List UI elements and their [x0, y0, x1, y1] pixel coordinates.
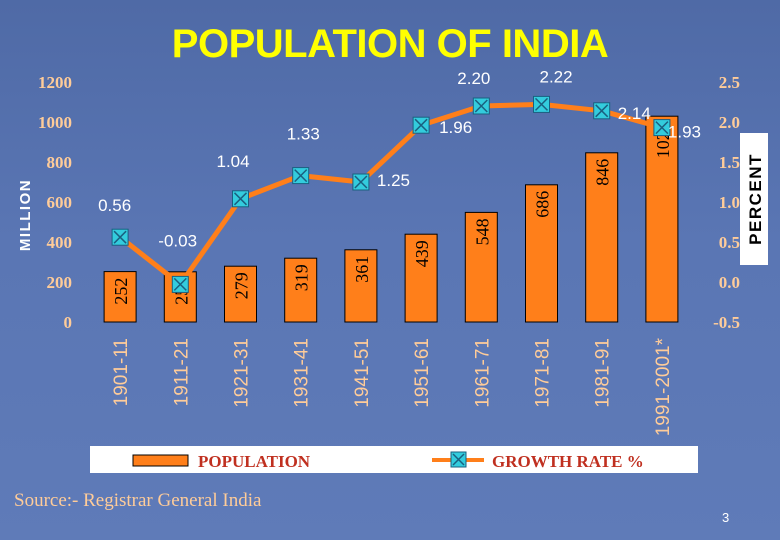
- left-tick-label: 200: [47, 273, 73, 292]
- left-axis-ticks: 0 200 400 600 800 1000 1200: [38, 73, 72, 332]
- x-axis-label: 1931-41: [292, 338, 313, 408]
- growth-rate-label: 1.96: [439, 118, 472, 137]
- population-bar: [344, 249, 378, 323]
- right-axis-ticks: -0.5 0.0 0.5 1.0 1.5 2.0 2.5: [713, 73, 740, 332]
- growth-rate-marker: [412, 116, 430, 134]
- x-axis-label: 1961-71: [472, 338, 493, 408]
- right-tick-label: 1.5: [719, 153, 740, 172]
- growth-rate-marker: [593, 102, 611, 120]
- growth-rate-label: 1.93: [668, 123, 701, 142]
- growth-rate-marker-cross: [474, 99, 488, 113]
- growth-rate-markers: [111, 95, 671, 293]
- growth-rate-marker: [653, 119, 671, 137]
- legend-population-swatch: [132, 454, 189, 467]
- population-bar: [224, 265, 257, 323]
- growth-rate-marker-cross: [414, 118, 428, 132]
- growth-rate-marker: [533, 95, 550, 113]
- right-tick-label: 1.0: [719, 193, 740, 212]
- left-tick-label: 1000: [38, 113, 72, 132]
- population-bar-label: 319: [292, 264, 312, 291]
- growth-rate-line: [118, 101, 663, 287]
- growth-rate-marker: [111, 228, 129, 246]
- population-bar-label: 439: [412, 240, 432, 267]
- slide-title: POPULATION OF INDIA: [171, 22, 609, 66]
- population-bar-label: 252: [111, 278, 131, 305]
- population-bar: [645, 115, 679, 323]
- left-tick-label: 1200: [38, 73, 72, 92]
- x-axis-label: 1971-81: [533, 338, 554, 408]
- growth-rate-marker: [171, 275, 189, 293]
- growth-rate-marker-cross: [655, 121, 669, 135]
- growth-rate-marker: [472, 97, 490, 115]
- legend-population-label: POPULATION: [198, 452, 311, 471]
- legend-growth-marker: [450, 451, 467, 468]
- right-tick-label: 2.0: [719, 113, 740, 132]
- growth-rate-label: 1.33: [287, 125, 320, 144]
- growth-rate-marker-cross: [354, 175, 368, 189]
- population-bar: [464, 211, 498, 323]
- growth-rate-marker-cross: [173, 277, 187, 291]
- left-tick-label: 400: [47, 233, 73, 252]
- population-bar: [284, 257, 318, 323]
- growth-rate-label: 0.56: [98, 196, 131, 215]
- right-tick-label: 0.5: [719, 233, 740, 252]
- growth-rate-label: 2.22: [540, 67, 573, 86]
- growth-rate-label: 1.04: [217, 152, 250, 171]
- right-axis-title: PERCENT: [746, 153, 765, 245]
- left-tick-label: 600: [47, 193, 73, 212]
- growth-rate-labels: 0.56 -0.03 1.04 1.33 1.25 1.96 2.20 2.22 2.14 1.9…: [98, 67, 701, 250]
- growth-rate-marker-cross: [595, 104, 609, 118]
- right-tick-label: -0.5: [713, 313, 740, 332]
- left-tick-label: 0: [64, 313, 73, 332]
- population-bar: [525, 184, 558, 323]
- growth-rate-marker-cross: [233, 192, 248, 206]
- left-tick-label: 800: [47, 153, 73, 172]
- growth-rate-label: -0.03: [158, 231, 197, 250]
- right-axis-title-box: [740, 133, 768, 265]
- legend-box: [90, 446, 698, 473]
- growth-rate-marker: [292, 167, 310, 185]
- population-bar-label: 279: [232, 272, 252, 299]
- growth-rate-label: 2.14: [618, 104, 651, 123]
- x-axis-label: 1921-31: [232, 338, 253, 408]
- growth-rate-line-group: [118, 101, 663, 287]
- growth-rate-marker: [352, 173, 370, 191]
- x-axis-label: 1901-11: [111, 338, 132, 406]
- legend: POPULATION GROWTH RATE %: [90, 446, 698, 473]
- population-bar-label: 548: [472, 218, 492, 245]
- population-bars: [103, 115, 679, 323]
- x-axis-labels: 1901-11 1911-21 1921-31 1931-41 1941-51 1951-…: [111, 337, 674, 436]
- right-tick-label: 0.0: [719, 273, 740, 292]
- legend-growth-label: GROWTH RATE %: [492, 452, 644, 471]
- population-bar-labels: 2522512793193614395486868461029: [111, 122, 673, 305]
- page-number: 3: [722, 510, 730, 525]
- x-axis-label: 1991-2001*: [653, 337, 674, 436]
- population-bar: [404, 233, 438, 323]
- growth-rate-marker-cross: [294, 169, 308, 183]
- population-bar-label: 846: [593, 159, 613, 186]
- population-bar: [103, 271, 137, 323]
- left-axis-title: MILLION: [17, 179, 34, 251]
- x-axis-label: 1981-91: [593, 338, 614, 408]
- x-axis-label: 1941-51: [352, 338, 373, 408]
- x-axis-label: 1951-61: [412, 338, 433, 408]
- growth-rate-marker: [232, 190, 249, 208]
- growth-rate-marker-cross: [113, 230, 127, 244]
- growth-rate-label: 2.20: [457, 69, 490, 88]
- right-tick-label: 2.5: [719, 73, 740, 92]
- population-bar: [585, 152, 619, 323]
- population-bar-label: 361: [352, 256, 372, 283]
- population-bar-label: 686: [533, 191, 553, 218]
- growth-rate-marker-cross: [534, 97, 549, 111]
- x-axis-label: 1911-21: [171, 338, 192, 406]
- growth-rate-label: 1.25: [377, 171, 410, 190]
- source-note: Source:- Registrar General India: [14, 490, 262, 511]
